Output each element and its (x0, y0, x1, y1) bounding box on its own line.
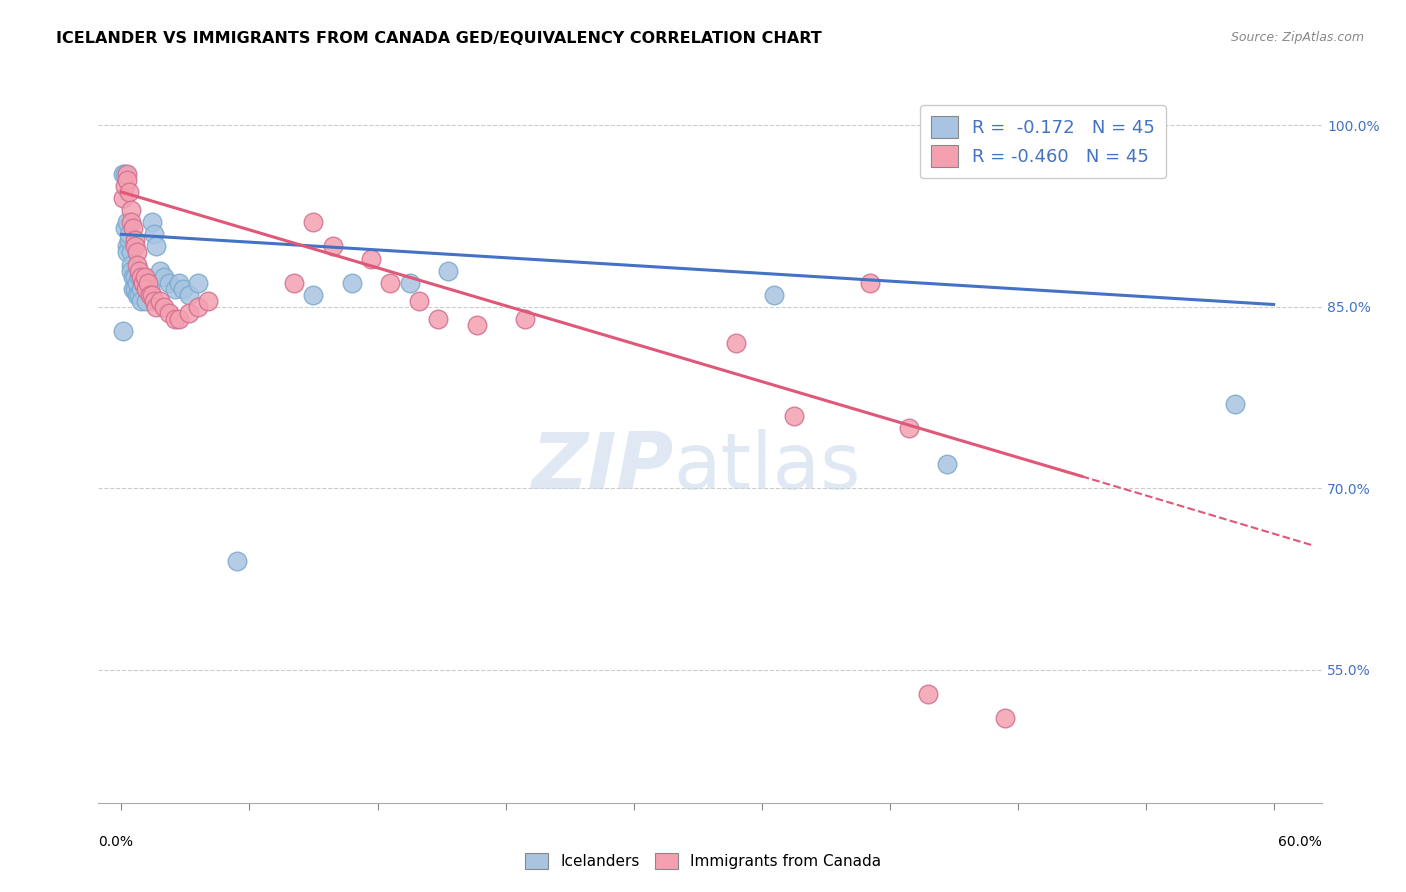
Point (187, 276, 209, 290)
Y-axis label: GED/Equivalency: GED/Equivalency (0, 386, 7, 506)
Point (763, 288, 786, 302)
Point (398, 276, 420, 290)
Point (122, 282, 145, 296)
Point (859, 276, 882, 290)
Point (172, 282, 194, 296)
Point (152, 300, 174, 314)
Point (120, 203, 142, 218)
Point (122, 221, 145, 235)
Point (145, 300, 167, 314)
Point (134, 269, 156, 284)
Point (120, 258, 142, 272)
Point (782, 409, 804, 423)
Legend: R =  -0.172   N = 45, R = -0.460   N = 45: R = -0.172 N = 45, R = -0.460 N = 45 (920, 105, 1166, 178)
Point (427, 312, 450, 326)
Point (125, 245, 148, 260)
Point (1225, 397, 1247, 411)
Point (120, 245, 142, 260)
Legend: Icelanders, Immigrants from Canada: Icelanders, Immigrants from Canada (519, 847, 887, 875)
Point (124, 233, 146, 247)
Point (115, 215, 138, 229)
Point (131, 276, 153, 290)
Point (118, 227, 141, 242)
Point (360, 252, 382, 266)
Point (177, 288, 200, 302)
Point (112, 324, 135, 338)
Point (138, 276, 160, 290)
Point (135, 293, 157, 308)
Point (143, 227, 166, 242)
Point (115, 239, 138, 253)
Text: atlas: atlas (673, 429, 860, 506)
Point (141, 288, 163, 302)
Point (129, 293, 152, 308)
Point (159, 276, 181, 290)
Point (128, 269, 150, 284)
Point (128, 288, 150, 302)
Point (118, 233, 141, 247)
Point (897, 421, 920, 435)
Point (380, 276, 402, 290)
Point (120, 263, 142, 277)
Point (125, 258, 148, 272)
Point (114, 167, 136, 181)
Point (724, 336, 747, 351)
Point (437, 263, 460, 277)
Point (114, 178, 136, 193)
Point (112, 191, 135, 205)
Point (167, 312, 190, 326)
Point (124, 239, 146, 253)
Point (167, 276, 190, 290)
Point (131, 276, 153, 290)
Point (115, 245, 138, 260)
Point (141, 215, 163, 229)
Point (302, 288, 325, 302)
Point (322, 239, 344, 253)
Point (187, 300, 209, 314)
Point (115, 173, 138, 187)
Point (145, 239, 167, 253)
Point (936, 457, 959, 471)
Text: Source: ZipAtlas.com: Source: ZipAtlas.com (1230, 31, 1364, 45)
Point (112, 167, 135, 181)
Point (465, 318, 488, 332)
Point (340, 276, 363, 290)
Point (159, 306, 181, 320)
Point (135, 282, 157, 296)
Point (225, 554, 247, 568)
Point (283, 276, 305, 290)
Point (129, 282, 152, 296)
Point (124, 282, 146, 296)
Point (129, 269, 152, 284)
Point (177, 306, 200, 320)
Point (197, 293, 219, 308)
Text: 60.0%: 60.0% (1278, 835, 1322, 849)
Point (917, 687, 939, 701)
Point (114, 221, 136, 235)
Point (302, 215, 325, 229)
Point (139, 282, 162, 296)
Point (149, 263, 172, 277)
Point (115, 167, 138, 181)
Text: 0.0%: 0.0% (98, 835, 134, 849)
Point (120, 215, 142, 229)
Point (118, 185, 141, 199)
Point (125, 276, 148, 290)
Point (408, 293, 430, 308)
Point (125, 288, 148, 302)
Point (122, 269, 145, 284)
Point (139, 288, 162, 302)
Point (152, 269, 174, 284)
Point (143, 293, 166, 308)
Text: ICELANDER VS IMMIGRANTS FROM CANADA GED/EQUIVALENCY CORRELATION CHART: ICELANDER VS IMMIGRANTS FROM CANADA GED/… (56, 31, 823, 46)
Point (128, 263, 150, 277)
Point (149, 293, 172, 308)
Point (994, 711, 1017, 725)
Point (134, 269, 156, 284)
Point (124, 269, 146, 284)
Text: ZIP: ZIP (531, 429, 673, 506)
Point (165, 312, 187, 326)
Point (513, 312, 536, 326)
Point (165, 282, 187, 296)
